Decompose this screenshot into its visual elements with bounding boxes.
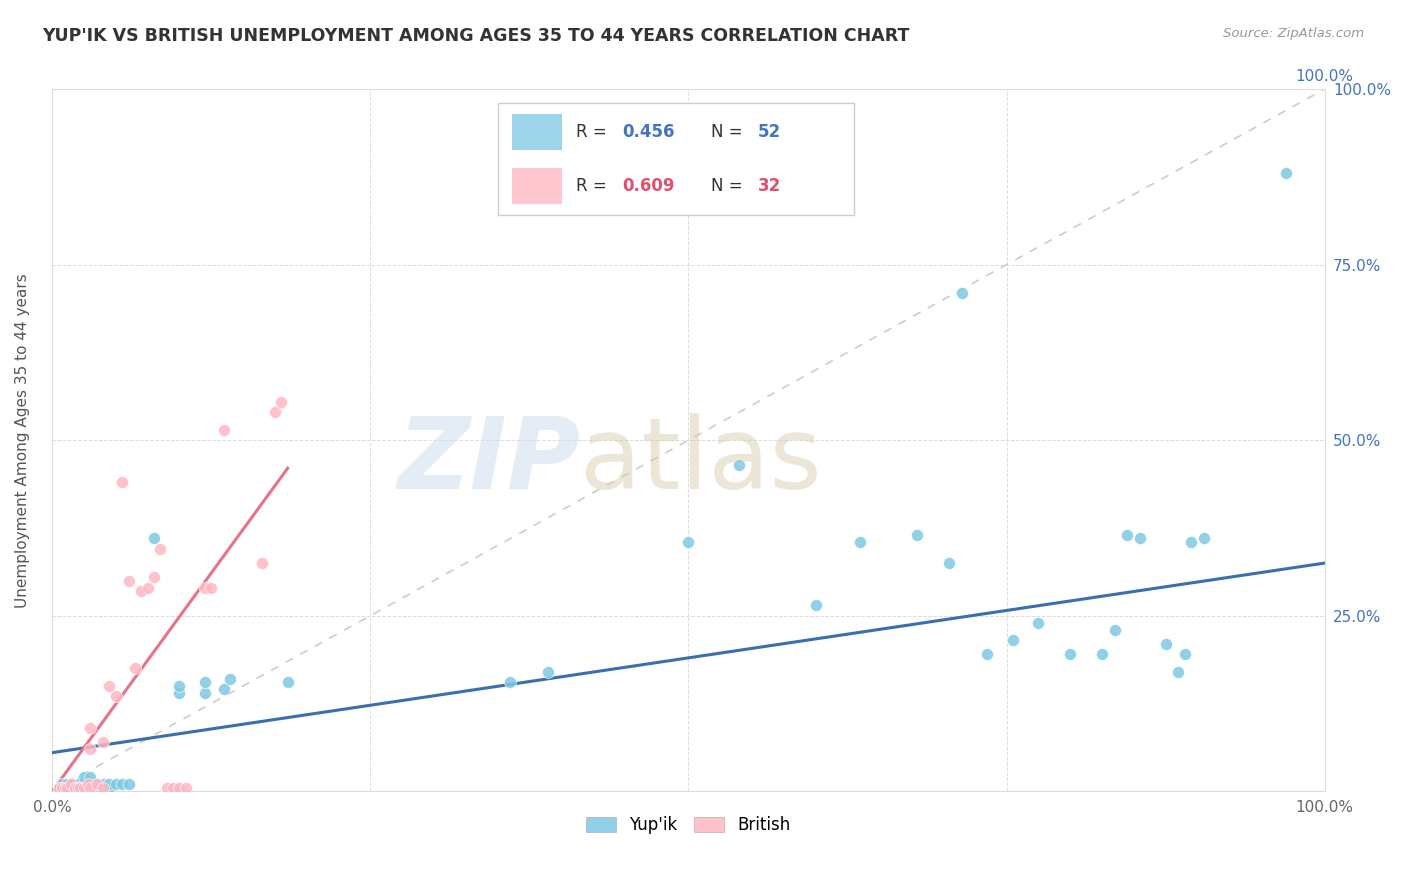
Point: [194, 675, 217, 690]
Point: [219, 672, 242, 686]
Point: [1104, 623, 1126, 637]
Point: [1180, 535, 1202, 549]
Point: [250, 556, 273, 570]
Point: [169, 686, 191, 700]
Point: [98, 777, 121, 791]
Point: [51, 777, 73, 791]
Point: [79, 780, 101, 795]
Point: [91, 780, 114, 795]
Point: [63, 780, 86, 795]
Point: [174, 780, 197, 795]
Point: [1059, 648, 1081, 662]
Point: [156, 780, 179, 795]
Text: atlas: atlas: [581, 413, 823, 509]
Point: [79, 777, 101, 791]
Point: [48, 780, 70, 795]
Point: [117, 574, 139, 588]
Point: [1192, 532, 1215, 546]
Point: [91, 735, 114, 749]
Point: [950, 285, 973, 300]
Point: [66, 780, 89, 795]
Point: [86, 777, 108, 791]
Point: [53, 780, 76, 795]
Point: [111, 777, 134, 791]
Point: [60, 777, 83, 791]
Point: [264, 405, 287, 419]
Point: [1116, 528, 1139, 542]
Point: [86, 780, 108, 795]
Point: [1167, 665, 1189, 679]
Point: [48, 780, 70, 795]
Point: [56, 780, 79, 795]
Point: [162, 780, 184, 795]
Point: [194, 581, 217, 595]
Text: Source: ZipAtlas.com: Source: ZipAtlas.com: [1223, 27, 1364, 40]
Point: [79, 742, 101, 756]
Point: [98, 679, 121, 693]
Point: [1028, 615, 1050, 630]
Point: [76, 777, 98, 791]
Point: [1001, 633, 1024, 648]
Point: [1174, 648, 1197, 662]
Point: [124, 661, 146, 675]
Point: [976, 648, 998, 662]
Point: [66, 780, 89, 795]
Point: [60, 780, 83, 795]
Point: [149, 541, 172, 556]
Point: [200, 581, 222, 595]
Point: [169, 679, 191, 693]
Point: [104, 777, 127, 791]
Point: [91, 777, 114, 791]
Point: [111, 475, 134, 490]
Point: [91, 780, 114, 795]
Point: [117, 777, 139, 791]
Point: [1275, 166, 1298, 180]
Point: [73, 770, 96, 784]
Point: [51, 780, 73, 795]
Point: [194, 686, 217, 700]
Point: [79, 770, 101, 784]
Point: [804, 598, 827, 612]
Point: [849, 535, 872, 549]
Point: [53, 780, 76, 795]
Point: [56, 777, 79, 791]
Point: [104, 690, 127, 704]
Point: [270, 394, 292, 409]
Point: [66, 777, 89, 791]
Point: [136, 581, 159, 595]
Point: [79, 721, 101, 735]
Point: [678, 535, 700, 549]
Point: [69, 780, 91, 795]
Point: [98, 780, 121, 795]
Point: [728, 458, 751, 472]
Point: [938, 556, 960, 570]
Text: ZIP: ZIP: [398, 413, 581, 509]
Point: [1129, 532, 1152, 546]
Y-axis label: Unemployment Among Ages 35 to 44 years: Unemployment Among Ages 35 to 44 years: [15, 273, 30, 607]
Point: [143, 570, 166, 584]
Point: [1154, 637, 1177, 651]
Point: [60, 777, 83, 791]
Point: [537, 665, 560, 679]
Point: [907, 528, 929, 542]
Point: [499, 675, 522, 690]
Point: [86, 777, 108, 791]
Point: [63, 780, 86, 795]
Point: [169, 780, 191, 795]
Legend: Yup'ik, British: Yup'ik, British: [578, 808, 799, 843]
Point: [143, 532, 166, 546]
Point: [1091, 648, 1114, 662]
Point: [73, 777, 96, 791]
Point: [212, 682, 235, 697]
Point: [129, 584, 152, 599]
Point: [73, 780, 96, 795]
Text: YUP'IK VS BRITISH UNEMPLOYMENT AMONG AGES 35 TO 44 YEARS CORRELATION CHART: YUP'IK VS BRITISH UNEMPLOYMENT AMONG AGE…: [42, 27, 910, 45]
Point: [277, 675, 299, 690]
Point: [212, 423, 235, 437]
